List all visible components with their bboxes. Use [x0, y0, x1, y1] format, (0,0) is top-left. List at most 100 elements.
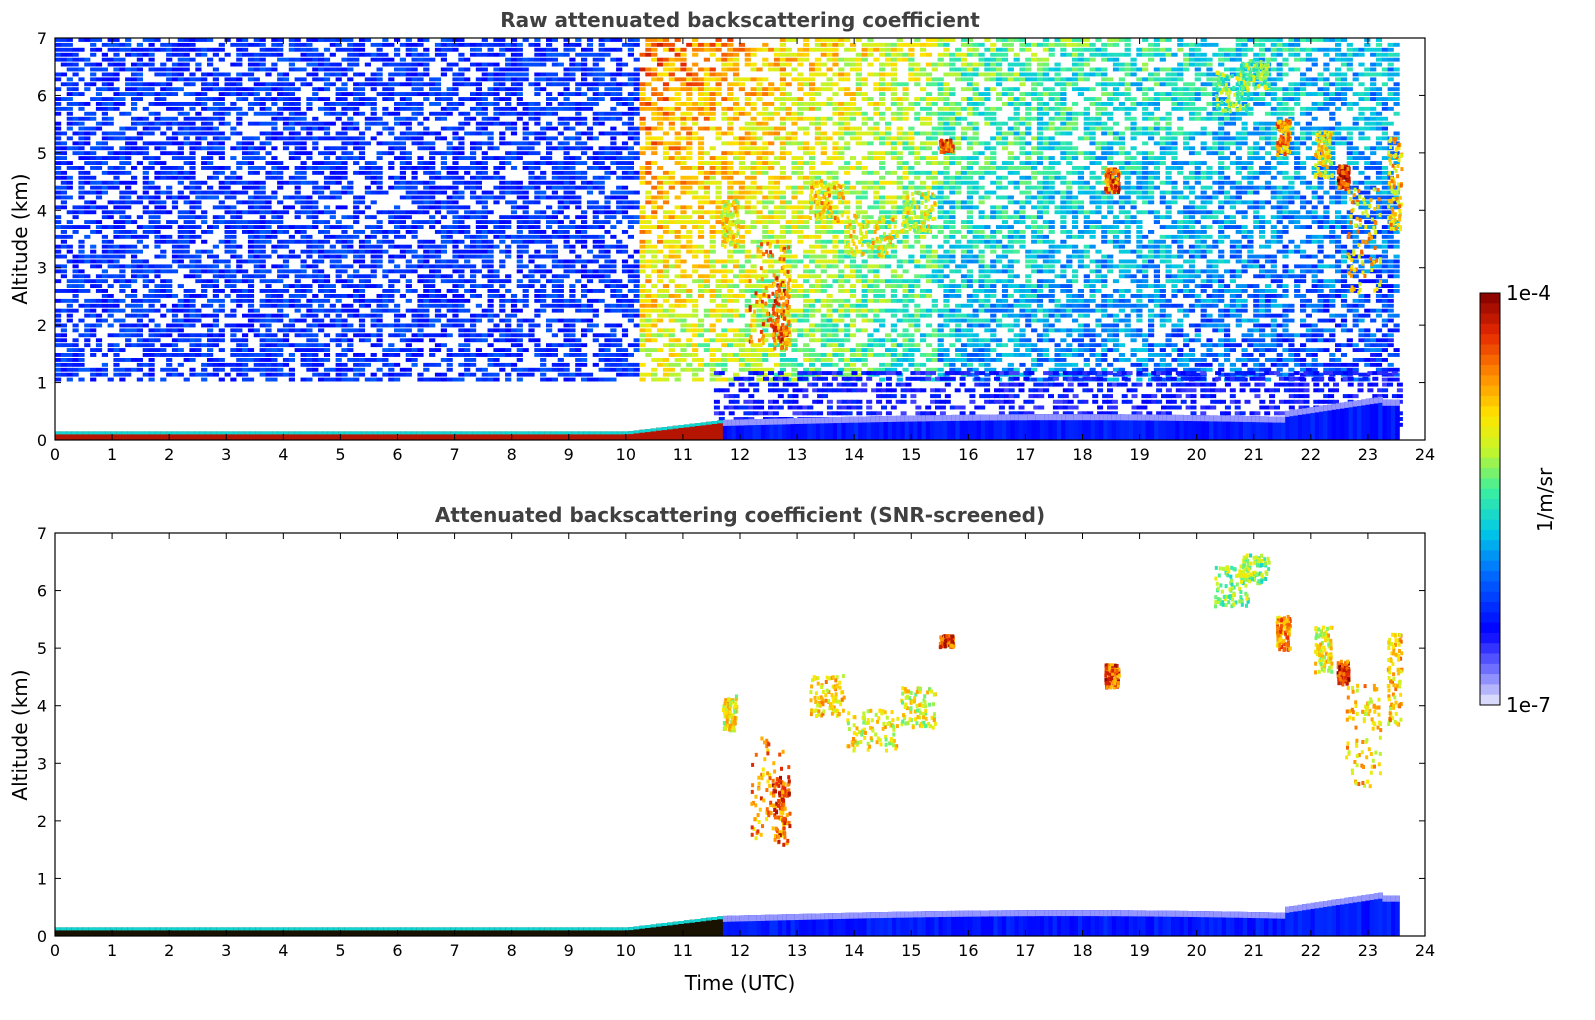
noise-cell: [166, 106, 173, 111]
noise-cell: [341, 67, 348, 72]
noise-cell: [376, 358, 383, 362]
noise-cell: [136, 308, 143, 313]
noise-cell: [487, 298, 494, 303]
noise-cell: [242, 298, 249, 303]
noise-cell: [680, 323, 687, 328]
noise-cell: [341, 239, 348, 244]
noise-cell: [399, 146, 406, 151]
noise-cell: [306, 308, 313, 313]
noise-cell: [95, 121, 103, 126]
noise-cell: [434, 87, 442, 92]
noise-cell: [142, 244, 149, 249]
noise-cell: [353, 289, 360, 293]
noise-cell: [119, 298, 126, 303]
noise-cell: [546, 279, 553, 284]
noise-cell: [674, 294, 681, 298]
noise-cell: [242, 92, 249, 96]
noise-cell: [475, 338, 482, 343]
noise-cell: [674, 249, 681, 254]
noise-cell: [142, 205, 149, 210]
noise-cell: [347, 313, 354, 318]
noise-cell: [358, 210, 366, 215]
noise-cell: [534, 185, 541, 190]
noise-cell: [160, 97, 167, 101]
noise-cell: [394, 303, 401, 308]
noise-cell: [505, 225, 512, 229]
noise-cell: [101, 77, 108, 82]
noise-cell: [493, 102, 500, 106]
noise-cell: [358, 239, 366, 244]
noise-cell: [604, 131, 611, 136]
noise-cell: [294, 190, 301, 195]
noise-cell: [598, 298, 605, 303]
noise-cell: [323, 234, 331, 239]
noise-cell: [440, 126, 447, 131]
noise-cell: [329, 136, 336, 141]
noise-cell: [218, 106, 225, 111]
noise-cell: [195, 249, 202, 254]
noise-cell: [668, 303, 675, 308]
noise-cell: [382, 92, 389, 96]
noise-cell: [347, 141, 354, 146]
noise-cell: [528, 180, 535, 185]
noise-cell: [78, 126, 85, 131]
noise-cell: [142, 210, 149, 215]
noise-cell: [218, 358, 225, 362]
noise-cell: [189, 343, 196, 348]
noise-cell: [247, 284, 255, 288]
noise-cell: [148, 200, 155, 205]
noise-cell: [668, 264, 675, 269]
noise-cell: [592, 333, 599, 338]
noise-cell: [516, 92, 523, 96]
noise-cell: [353, 42, 360, 47]
noise-cell: [546, 126, 553, 131]
noise-cell: [242, 358, 249, 362]
noise-cell: [166, 362, 173, 367]
noise-cell: [113, 185, 120, 190]
noise-cell: [166, 239, 173, 244]
noise-cell: [277, 161, 284, 165]
noise-cell: [674, 156, 681, 160]
noise-cell: [341, 348, 348, 352]
noise-cell: [142, 284, 149, 288]
noise-cell: [271, 289, 278, 293]
noise-cell: [551, 47, 558, 52]
noise-cell: [645, 180, 652, 185]
noise-cell: [364, 234, 371, 239]
noise-cell: [107, 259, 114, 264]
noise-cell: [101, 42, 108, 47]
noise-cell: [452, 161, 459, 165]
noise-cell: [382, 82, 389, 87]
noise-cell: [633, 249, 640, 254]
noise-cell: [230, 313, 237, 318]
noise-cell: [534, 42, 541, 47]
noise-cell: [183, 121, 190, 126]
noise-cell: [288, 249, 295, 254]
noise-cell: [680, 180, 687, 185]
noise-cell: [575, 303, 582, 308]
noise-cell: [616, 239, 623, 244]
noise-cell: [493, 200, 500, 205]
noise-cell: [125, 264, 132, 269]
noise-cell: [136, 234, 143, 239]
noise-cell: [680, 259, 687, 264]
noise-cell: [212, 67, 219, 72]
noise-cell: [142, 166, 149, 170]
noise-cell: [271, 38, 278, 42]
noise-cell: [394, 244, 401, 249]
noise-cell: [569, 180, 576, 185]
noise-cell: [236, 106, 243, 111]
noise-cell: [107, 343, 114, 348]
noise-cell: [341, 215, 348, 220]
noise-cell: [470, 338, 477, 343]
noise-cell: [557, 121, 564, 126]
noise-cell: [551, 57, 558, 62]
noise-cell: [475, 284, 482, 288]
noise-cell: [604, 87, 611, 92]
noise-cell: [312, 367, 319, 372]
noise-cell: [218, 303, 225, 308]
noise-cell: [306, 289, 313, 293]
noise-cell: [487, 249, 494, 254]
noise-cell: [546, 111, 553, 116]
noise-cell: [55, 106, 62, 111]
